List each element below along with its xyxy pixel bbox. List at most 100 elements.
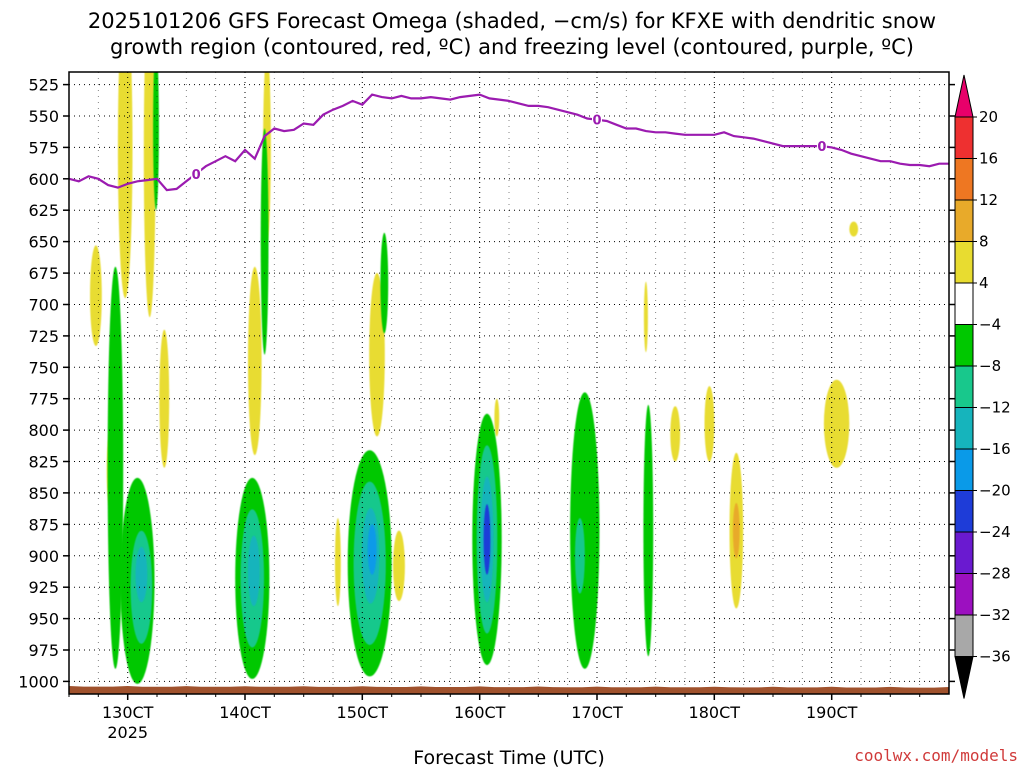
x-tick-sublabel-130CT: 2025 (107, 723, 148, 742)
omega-region-9 (135, 547, 148, 603)
y-tick-label-725: 725 (28, 327, 59, 346)
plot-area: 0 0 0 (69, 72, 949, 694)
omega-region-2 (143, 72, 156, 318)
colorbar-segment-0 (954, 116, 974, 159)
x-tick-label-140CT: 140CT (219, 703, 271, 722)
freezing-level-labels: 0 0 0 (191, 112, 827, 183)
y-tick-label-525: 525 (28, 76, 59, 95)
colorbar-label-10: −24 (979, 523, 1011, 541)
surface-terrain (69, 685, 949, 694)
freezing-label-1: 0 (592, 114, 601, 129)
omega-region-31 (643, 404, 654, 657)
colorbar-bottom-arrow (954, 656, 974, 699)
omega-region-28 (483, 504, 491, 575)
colorbar-segment-10 (954, 531, 974, 574)
freezing-level-line (69, 93, 949, 192)
colorbar-label-9: −20 (979, 482, 1011, 500)
omega-region-23 (335, 518, 341, 607)
y-tick-label-650: 650 (28, 233, 59, 252)
freezing-label-bg-2 (816, 139, 827, 154)
colorbar-label-0: 20 (979, 108, 998, 126)
omega-shading (90, 72, 859, 684)
y-tick-label-625: 625 (28, 201, 59, 220)
omega-region-32 (643, 281, 648, 353)
y-tick-label-775: 775 (28, 390, 59, 409)
colorbar-segment-4 (954, 282, 974, 325)
colorbar-label-5: −4 (979, 316, 1001, 334)
colorbar-segment-2 (954, 199, 974, 242)
y-tick-label-975: 975 (28, 641, 59, 660)
colorbar-segment-9 (954, 490, 974, 533)
colorbar-label-13: −36 (979, 648, 1011, 666)
omega-region-17 (380, 232, 389, 334)
y-tick-label-875: 875 (28, 515, 59, 534)
omega-region-38 (849, 221, 859, 237)
x-tick-label-170CT: 170CT (571, 703, 623, 722)
grid-lines (69, 72, 949, 694)
chart-title-line-2: growth region (contoured, red, ºC) and f… (110, 35, 914, 59)
y-tick-label-800: 800 (28, 421, 59, 440)
colorbar-segment-5 (954, 324, 974, 367)
omega-region-36 (732, 502, 740, 559)
omega-region-29 (570, 392, 600, 669)
colorbar-segment-12 (954, 614, 974, 657)
omega-region-16 (369, 273, 385, 437)
x-tick-label-150CT: 150CT (337, 703, 389, 722)
y-tick-label-900: 900 (28, 547, 59, 566)
colorbar-label-8: −16 (979, 440, 1011, 458)
colorbar-segment-7 (954, 407, 974, 450)
x-tick-label-180CT: 180CT (689, 703, 741, 722)
y-axis: 525 550 575 600 625 650 675 700 725 750 775 800 825 8… (18, 76, 955, 691)
y-tick-label-700: 700 (28, 296, 59, 315)
x-tick-label-130CT: 130CT (102, 703, 154, 722)
colorbar-top-arrow (954, 74, 974, 118)
colorbar-segment-8 (954, 448, 974, 491)
colorbar-label-6: −8 (979, 357, 1001, 375)
colorbar-label-12: −32 (979, 606, 1011, 624)
y-tick-label-675: 675 (28, 264, 59, 283)
y-tick-label-850: 850 (28, 484, 59, 503)
colorbar-label-7: −12 (979, 399, 1011, 417)
colorbar-label-2: 12 (979, 191, 998, 209)
omega-region-11 (248, 266, 262, 456)
colorbar-label-1: 16 (979, 150, 998, 168)
colorbar-label-11: −28 (979, 565, 1011, 583)
freezing-label-0: 0 (192, 168, 201, 183)
y-tick-label-950: 950 (28, 610, 59, 629)
omega-region-15 (247, 535, 260, 607)
y-tick-label-550: 550 (28, 107, 59, 126)
omega-region-21 (367, 524, 377, 575)
omega-region-22 (393, 530, 405, 601)
omega-region-37 (823, 379, 850, 468)
y-tick-label-1000: 1000 (18, 672, 59, 691)
colorbar-segment-11 (954, 573, 974, 616)
credit-text: coolwx.com/models (854, 746, 1018, 765)
chart-title-line-1: 2025101206 GFS Forecast Omega (shaded, −… (88, 9, 936, 33)
y-tick-label-600: 600 (28, 170, 59, 189)
y-tick-label-925: 925 (28, 578, 59, 597)
colorbar-segment-3 (954, 241, 974, 284)
x-tick-label-190CT: 190CT (806, 703, 858, 722)
omega-region-34 (704, 386, 715, 462)
colorbar-label-4: 4 (979, 274, 989, 292)
y-tick-label-575: 575 (28, 138, 59, 157)
freezing-label-bg-0 (191, 166, 202, 181)
omega-region-0 (90, 245, 102, 346)
freezing-label-2: 0 (817, 140, 826, 155)
freezing-label-bg-1 (592, 112, 602, 127)
x-axis-label: Forecast Time (UTC) (413, 747, 604, 768)
plot-background (69, 72, 949, 694)
y-tick-label-825: 825 (28, 453, 59, 472)
colorbar: 20 16 12 8 4 −4 −8 −12 −16 −20 −24 −28 −32 −36 (954, 74, 1011, 699)
colorbar-label-3: 8 (979, 233, 989, 251)
omega-region-33 (670, 406, 681, 462)
y-tick-label-750: 750 (28, 358, 59, 377)
colorbar-segment-1 (954, 158, 974, 201)
colorbar-segment-6 (954, 365, 974, 408)
omega-region-24 (494, 398, 500, 437)
omega-region-5 (107, 266, 124, 669)
x-tick-label-160CT: 160CT (454, 703, 506, 722)
omega-region-7 (153, 72, 159, 211)
